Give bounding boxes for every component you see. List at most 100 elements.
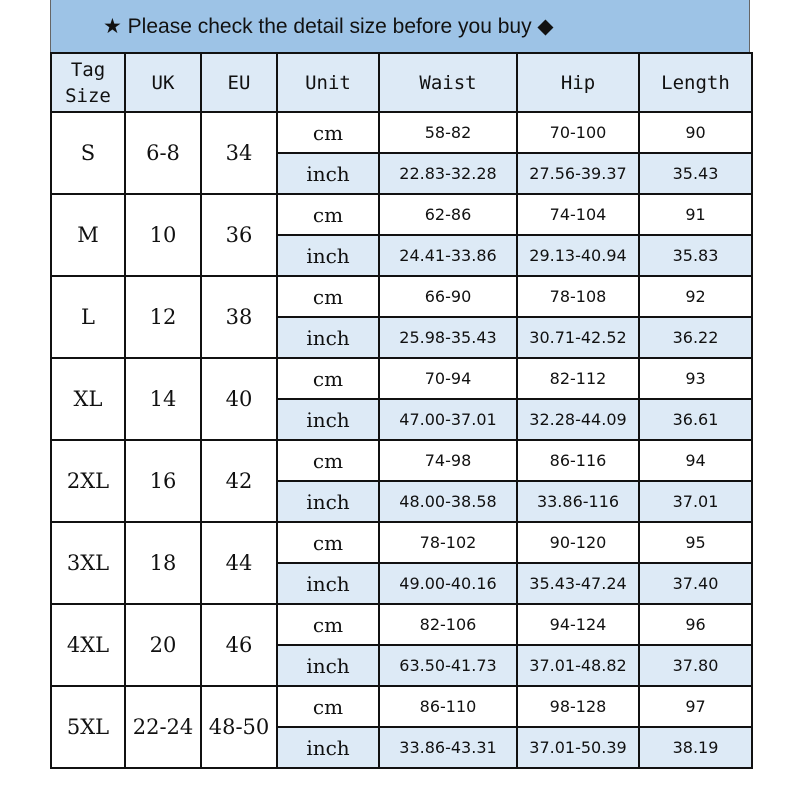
hip-cell: 35.43-47.24 (516, 562, 640, 605)
waist-cell: 24.41-33.86 (378, 234, 518, 277)
table-row-inch: inch 22.83-32.28 27.56-39.37 35.43 (51, 152, 753, 195)
waist-cell: 47.00-37.01 (378, 398, 518, 441)
length-cell: 36.22 (638, 316, 753, 359)
header-uk: UK (124, 52, 202, 113)
length-cell: 96 (638, 603, 753, 646)
eu-size-cell: 42 (200, 439, 278, 523)
tag-size-cell: 3XL (50, 521, 126, 605)
table-row-cm: XL 14 40 cm 70-94 82-112 93 (50, 357, 753, 441)
eu-size-cell: 34 (200, 111, 278, 195)
uk-size-cell: 18 (124, 521, 202, 605)
header-row: Tag Size UK EU Unit Waist Hip Length (50, 52, 753, 113)
waist-cell: 22.83-32.28 (378, 152, 518, 195)
length-cell: 92 (638, 275, 753, 318)
hip-cell: 37.01-50.39 (516, 726, 640, 769)
tag-size-cell: L (50, 275, 126, 359)
table-row-inch: inch 47.00-37.01 32.28-44.09 36.61 (51, 398, 753, 441)
table-row-cm: 3XL 18 44 cm 78-102 90-120 95 (50, 521, 753, 605)
eu-size-cell: 44 (200, 521, 278, 605)
hip-cell: 94-124 (516, 603, 640, 646)
tag-size-cell: S (50, 111, 126, 195)
unit-cell: inch (276, 726, 380, 769)
length-cell: 35.43 (638, 152, 753, 195)
table-row-cm: 4XL 20 46 cm 82-106 94-124 96 (50, 603, 753, 687)
length-cell: 38.19 (638, 726, 753, 769)
waist-cell: 86-110 (378, 685, 518, 728)
waist-cell: 33.86-43.31 (378, 726, 518, 769)
unit-cell: cm (276, 439, 380, 482)
title-banner: ★ Please check the detail size before yo… (50, 0, 750, 52)
unit-cell: inch (276, 480, 380, 523)
tag-size-cell: 2XL (50, 439, 126, 523)
uk-size-cell: 16 (124, 439, 202, 523)
hip-cell: 30.71-42.52 (516, 316, 640, 359)
table-row-inch: inch 49.00-40.16 35.43-47.24 37.40 (51, 562, 753, 605)
waist-cell: 63.50-41.73 (378, 644, 518, 687)
header-unit: Unit (276, 52, 380, 113)
length-cell: 37.01 (638, 480, 753, 523)
hip-cell: 37.01-48.82 (516, 644, 640, 687)
unit-cell: inch (276, 398, 380, 441)
hip-cell: 90-120 (516, 521, 640, 564)
table-row-cm: 2XL 16 42 cm 74-98 86-116 94 (50, 439, 753, 523)
uk-size-cell: 14 (124, 357, 202, 441)
hip-cell: 32.28-44.09 (516, 398, 640, 441)
length-cell: 94 (638, 439, 753, 482)
header-length: Length (638, 52, 753, 113)
hip-cell: 70-100 (516, 111, 640, 154)
waist-cell: 25.98-35.43 (378, 316, 518, 359)
uk-size-cell: 10 (124, 193, 202, 277)
length-cell: 95 (638, 521, 753, 564)
tag-size-cell: XL (50, 357, 126, 441)
waist-cell: 82-106 (378, 603, 518, 646)
unit-cell: cm (276, 275, 380, 318)
waist-cell: 62-86 (378, 193, 518, 236)
uk-size-cell: 12 (124, 275, 202, 359)
hip-cell: 78-108 (516, 275, 640, 318)
waist-cell: 78-102 (378, 521, 518, 564)
eu-size-cell: 36 (200, 193, 278, 277)
table-row-inch: inch 63.50-41.73 37.01-48.82 37.80 (51, 644, 753, 687)
tag-size-cell: 4XL (50, 603, 126, 687)
header-eu: EU (200, 52, 278, 113)
tag-size-cell: 5XL (50, 685, 126, 769)
uk-size-cell: 6-8 (124, 111, 202, 195)
eu-size-cell: 40 (200, 357, 278, 441)
unit-cell: cm (276, 603, 380, 646)
table-row-inch: inch 25.98-35.43 30.71-42.52 36.22 (51, 316, 753, 359)
hip-cell: 82-112 (516, 357, 640, 400)
table-row-cm: 5XL 22-24 48-50 cm 86-110 98-128 97 (50, 685, 753, 769)
header-hip: Hip (516, 52, 640, 113)
waist-cell: 58-82 (378, 111, 518, 154)
eu-size-cell: 48-50 (200, 685, 278, 769)
eu-size-cell: 46 (200, 603, 278, 687)
unit-cell: inch (276, 152, 380, 195)
unit-cell: cm (276, 685, 380, 728)
waist-cell: 74-98 (378, 439, 518, 482)
length-cell: 37.80 (638, 644, 753, 687)
table-row-cm: M 10 36 cm 62-86 74-104 91 (50, 193, 753, 277)
waist-cell: 66-90 (378, 275, 518, 318)
header-waist: Waist (378, 52, 518, 113)
hip-cell: 98-128 (516, 685, 640, 728)
unit-cell: cm (276, 521, 380, 564)
uk-size-cell: 22-24 (124, 685, 202, 769)
length-cell: 97 (638, 685, 753, 728)
unit-cell: cm (276, 111, 380, 154)
length-cell: 90 (638, 111, 753, 154)
header-tag-size: Tag Size (50, 52, 126, 113)
hip-cell: 27.56-39.37 (516, 152, 640, 195)
table-row-inch: inch 33.86-43.31 37.01-50.39 38.19 (51, 726, 753, 769)
unit-cell: inch (276, 316, 380, 359)
title-text: ★ Please check the detail size before yo… (103, 14, 554, 38)
table-row-cm: L 12 38 cm 66-90 78-108 92 (50, 275, 753, 359)
hip-cell: 33.86-116 (516, 480, 640, 523)
length-cell: 91 (638, 193, 753, 236)
waist-cell: 48.00-38.58 (378, 480, 518, 523)
length-cell: 37.40 (638, 562, 753, 605)
unit-cell: cm (276, 193, 380, 236)
unit-cell: inch (276, 562, 380, 605)
table-row-cm: S 6-8 34 cm 58-82 70-100 90 (50, 111, 753, 195)
hip-cell: 86-116 (516, 439, 640, 482)
eu-size-cell: 38 (200, 275, 278, 359)
